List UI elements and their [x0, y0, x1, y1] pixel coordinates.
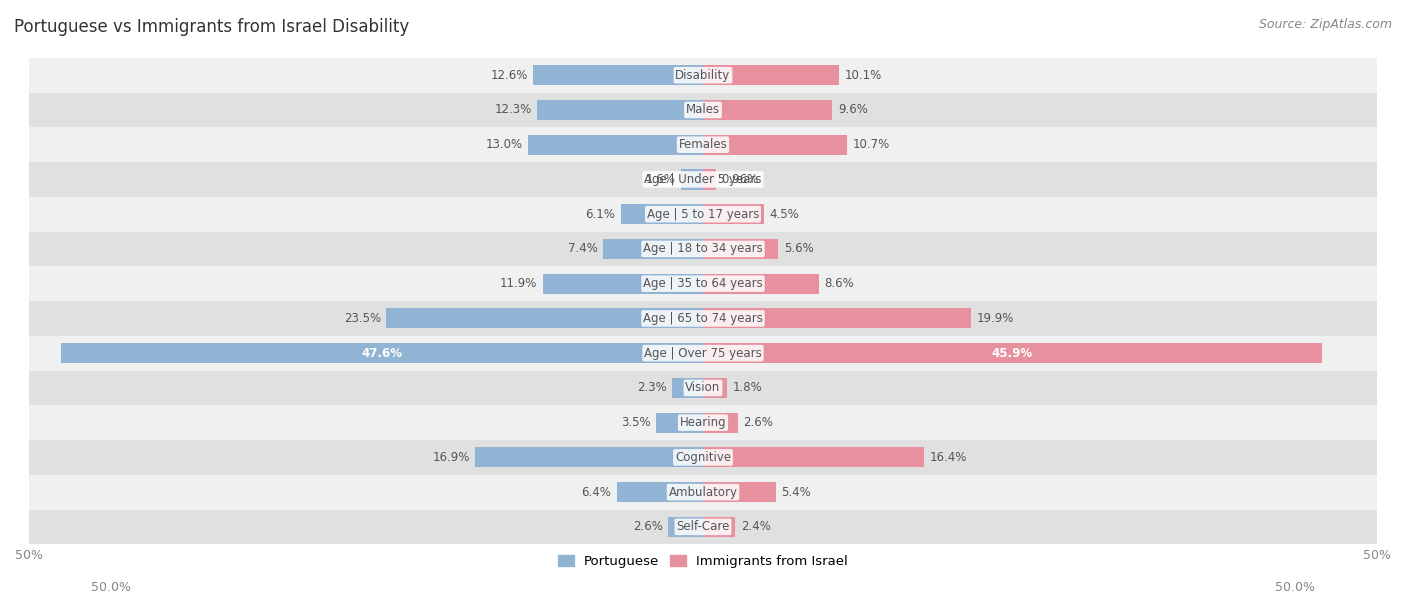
Text: Age | 18 to 34 years: Age | 18 to 34 years [643, 242, 763, 255]
Text: 2.4%: 2.4% [741, 520, 770, 534]
Text: 12.3%: 12.3% [495, 103, 531, 116]
Bar [621, 204, 703, 224]
Bar [703, 135, 848, 155]
Bar [30, 336, 1376, 370]
Text: 16.4%: 16.4% [929, 451, 967, 464]
Text: 47.6%: 47.6% [361, 346, 402, 360]
Text: Self-Care: Self-Care [676, 520, 730, 534]
Text: 23.5%: 23.5% [343, 312, 381, 325]
Bar [475, 447, 703, 468]
Text: 10.1%: 10.1% [845, 69, 882, 82]
Text: 16.9%: 16.9% [433, 451, 470, 464]
Bar [617, 482, 703, 502]
Text: 8.6%: 8.6% [824, 277, 853, 290]
Bar [537, 100, 703, 120]
Bar [30, 231, 1376, 266]
Text: 4.5%: 4.5% [769, 207, 799, 221]
Bar [672, 378, 703, 398]
Text: 6.1%: 6.1% [585, 207, 616, 221]
Bar [703, 239, 779, 259]
Text: 2.6%: 2.6% [633, 520, 662, 534]
Text: 2.3%: 2.3% [637, 381, 666, 394]
Bar [30, 301, 1376, 336]
Bar [703, 100, 832, 120]
Text: Portuguese vs Immigrants from Israel Disability: Portuguese vs Immigrants from Israel Dis… [14, 18, 409, 36]
Bar [527, 135, 703, 155]
Text: 19.9%: 19.9% [977, 312, 1014, 325]
Text: 2.6%: 2.6% [744, 416, 773, 429]
Bar [387, 308, 703, 329]
Text: 50.0%: 50.0% [1275, 581, 1315, 594]
Bar [543, 274, 703, 294]
Text: 0.96%: 0.96% [721, 173, 759, 186]
Bar [655, 412, 703, 433]
Bar [603, 239, 703, 259]
Bar [533, 65, 703, 85]
Text: 50.0%: 50.0% [91, 581, 131, 594]
Text: 6.4%: 6.4% [582, 486, 612, 499]
Bar [30, 405, 1376, 440]
Text: Age | Under 5 years: Age | Under 5 years [644, 173, 762, 186]
Bar [62, 343, 703, 364]
Text: 1.6%: 1.6% [647, 173, 676, 186]
Bar [30, 510, 1376, 544]
Text: Source: ZipAtlas.com: Source: ZipAtlas.com [1258, 18, 1392, 31]
Bar [703, 412, 738, 433]
Text: 11.9%: 11.9% [499, 277, 537, 290]
Text: Hearing: Hearing [679, 416, 727, 429]
Text: Males: Males [686, 103, 720, 116]
Bar [703, 170, 716, 190]
Bar [703, 447, 924, 468]
Text: 9.6%: 9.6% [838, 103, 868, 116]
Text: 13.0%: 13.0% [485, 138, 523, 151]
Bar [703, 343, 1322, 364]
Bar [703, 204, 763, 224]
Text: 5.6%: 5.6% [785, 242, 814, 255]
Text: 5.4%: 5.4% [782, 486, 811, 499]
Bar [30, 162, 1376, 197]
Bar [30, 475, 1376, 510]
Bar [30, 266, 1376, 301]
Bar [30, 127, 1376, 162]
Bar [703, 482, 776, 502]
Bar [30, 197, 1376, 231]
Bar [30, 440, 1376, 475]
Bar [703, 378, 727, 398]
Text: Age | 65 to 74 years: Age | 65 to 74 years [643, 312, 763, 325]
Bar [668, 517, 703, 537]
Text: 7.4%: 7.4% [568, 242, 598, 255]
Text: Females: Females [679, 138, 727, 151]
Bar [30, 92, 1376, 127]
Bar [703, 274, 818, 294]
Text: Ambulatory: Ambulatory [668, 486, 738, 499]
Text: 10.7%: 10.7% [852, 138, 890, 151]
Text: 12.6%: 12.6% [491, 69, 527, 82]
Text: Vision: Vision [685, 381, 721, 394]
Text: Age | Over 75 years: Age | Over 75 years [644, 346, 762, 360]
Bar [703, 308, 972, 329]
Bar [682, 170, 703, 190]
Bar [30, 58, 1376, 92]
Bar [703, 517, 735, 537]
Text: Cognitive: Cognitive [675, 451, 731, 464]
Legend: Portuguese, Immigrants from Israel: Portuguese, Immigrants from Israel [553, 550, 853, 573]
Text: 1.8%: 1.8% [733, 381, 762, 394]
Text: 3.5%: 3.5% [621, 416, 651, 429]
Text: 45.9%: 45.9% [991, 346, 1033, 360]
Bar [703, 65, 839, 85]
Text: Age | 35 to 64 years: Age | 35 to 64 years [643, 277, 763, 290]
Text: Disability: Disability [675, 69, 731, 82]
Bar [30, 370, 1376, 405]
Text: Age | 5 to 17 years: Age | 5 to 17 years [647, 207, 759, 221]
